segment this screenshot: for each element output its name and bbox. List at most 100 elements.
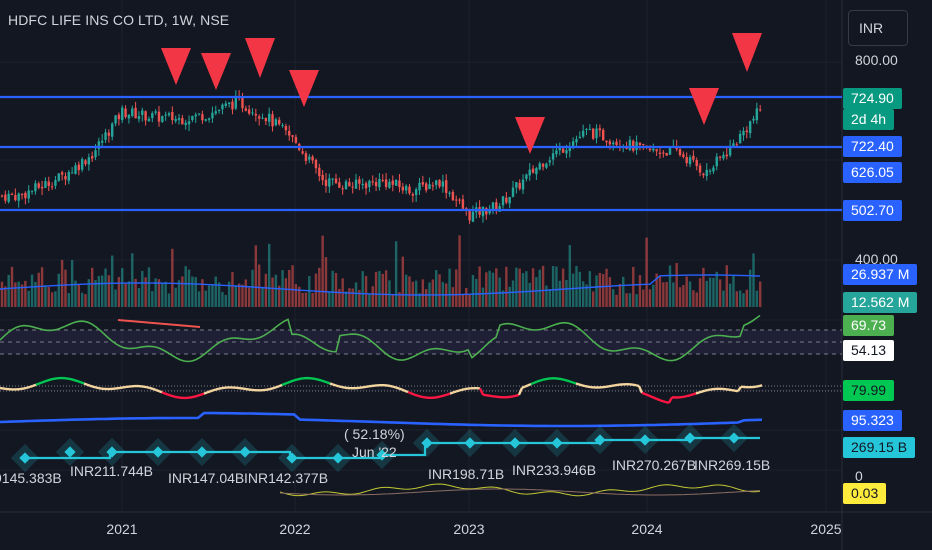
x-tick-2022: 2022	[279, 521, 311, 537]
candle-body	[578, 136, 582, 139]
candle-body	[224, 103, 227, 106]
volume-bar	[194, 277, 197, 307]
candle-body	[204, 119, 207, 121]
candle-body	[304, 153, 308, 161]
volume-bar	[40, 267, 44, 307]
candle-body	[348, 182, 351, 187]
cap-label: INR147.04B	[168, 470, 245, 486]
volume-bar	[134, 278, 137, 307]
candle-body	[455, 199, 458, 201]
pct-annotation: ( 52.18%)	[344, 426, 405, 442]
osc-segment	[341, 385, 346, 389]
volume-bar	[632, 266, 635, 307]
candle-body	[451, 191, 455, 201]
volume-bar	[311, 293, 314, 307]
osc-segment	[527, 382, 532, 387]
candle-body	[424, 183, 428, 191]
volume-bar	[505, 266, 508, 307]
osc-segment	[707, 388, 712, 392]
candle-body	[97, 141, 101, 149]
volume-bar	[638, 275, 642, 307]
osc-segment	[692, 392, 697, 396]
osc-segment	[29, 384, 34, 389]
candle-body	[154, 111, 157, 113]
osc-segment	[461, 387, 466, 391]
volume-bar	[84, 294, 87, 307]
candle-body	[608, 141, 612, 145]
volume-bar	[24, 280, 27, 307]
candle-body	[264, 117, 268, 122]
osc-segment	[338, 385, 343, 389]
volume-bar	[642, 289, 645, 307]
price-tick-800: 800.00	[855, 52, 898, 68]
volume-bar	[501, 290, 505, 307]
volume-bar	[268, 243, 271, 307]
osc-segment	[326, 381, 331, 385]
candle-body	[404, 185, 408, 191]
currency-button[interactable]: INR	[848, 10, 908, 46]
candle-body	[698, 165, 702, 173]
volume-bars	[0, 235, 762, 307]
volume-bar	[348, 288, 351, 307]
osc-segment	[89, 384, 94, 388]
candle-body	[131, 108, 134, 116]
volume-bar	[174, 287, 177, 307]
osc-segment	[212, 388, 217, 392]
volume-bar	[124, 282, 127, 307]
volume-bar	[201, 279, 204, 307]
volume-bar	[478, 266, 481, 307]
volume-bar	[114, 289, 117, 307]
candle-body	[134, 107, 137, 119]
candle-body	[171, 111, 174, 121]
candle-body	[531, 168, 535, 173]
volume-bar	[64, 269, 67, 307]
osc-segment	[278, 383, 283, 388]
volume-bar	[318, 267, 321, 307]
candle-body	[254, 113, 258, 116]
candle-body	[598, 128, 602, 131]
volume-bar	[227, 281, 231, 307]
volume-bar	[708, 277, 712, 307]
osc-segment	[161, 391, 166, 395]
osc-segment	[155, 388, 160, 393]
candle-body	[705, 169, 708, 177]
osc-segment	[569, 380, 574, 384]
volume-bar	[585, 284, 588, 307]
candle-body	[114, 115, 117, 124]
volume-bar	[60, 259, 64, 307]
volume-bar	[171, 248, 174, 307]
candle-body	[214, 111, 217, 114]
volume-bar	[515, 267, 518, 307]
cap-label: INR269.15B	[694, 457, 771, 473]
volume-bar	[74, 280, 77, 307]
volume-bar	[571, 273, 575, 307]
candle-body	[288, 130, 291, 136]
indicator-panes	[0, 314, 842, 497]
volume-bar	[104, 268, 107, 307]
volume-bar	[57, 273, 60, 307]
osc-segment	[560, 377, 565, 381]
volume-bar	[177, 280, 181, 307]
candle-body	[54, 180, 57, 186]
candle-body	[147, 118, 151, 121]
cap-marker	[196, 446, 208, 458]
volume-bar	[324, 257, 328, 307]
bottom-osc-line	[279, 483, 761, 497]
volume-bar	[424, 289, 428, 307]
volume-bar	[274, 274, 278, 307]
volume-bar	[127, 281, 131, 307]
price-tick-0: 0	[855, 468, 863, 484]
candle-body	[331, 178, 334, 180]
volume-bar	[404, 274, 408, 307]
candlesticks	[0, 90, 762, 224]
volume-bar	[421, 279, 425, 307]
candle-body	[268, 113, 271, 122]
volume-bar	[7, 274, 10, 307]
volume-bar	[685, 276, 688, 307]
down-marker	[689, 88, 719, 125]
candle-body	[284, 126, 288, 131]
osc-segment	[329, 382, 334, 386]
volume-bar	[184, 266, 187, 307]
countdown-tag: 2d 4h	[843, 109, 895, 130]
